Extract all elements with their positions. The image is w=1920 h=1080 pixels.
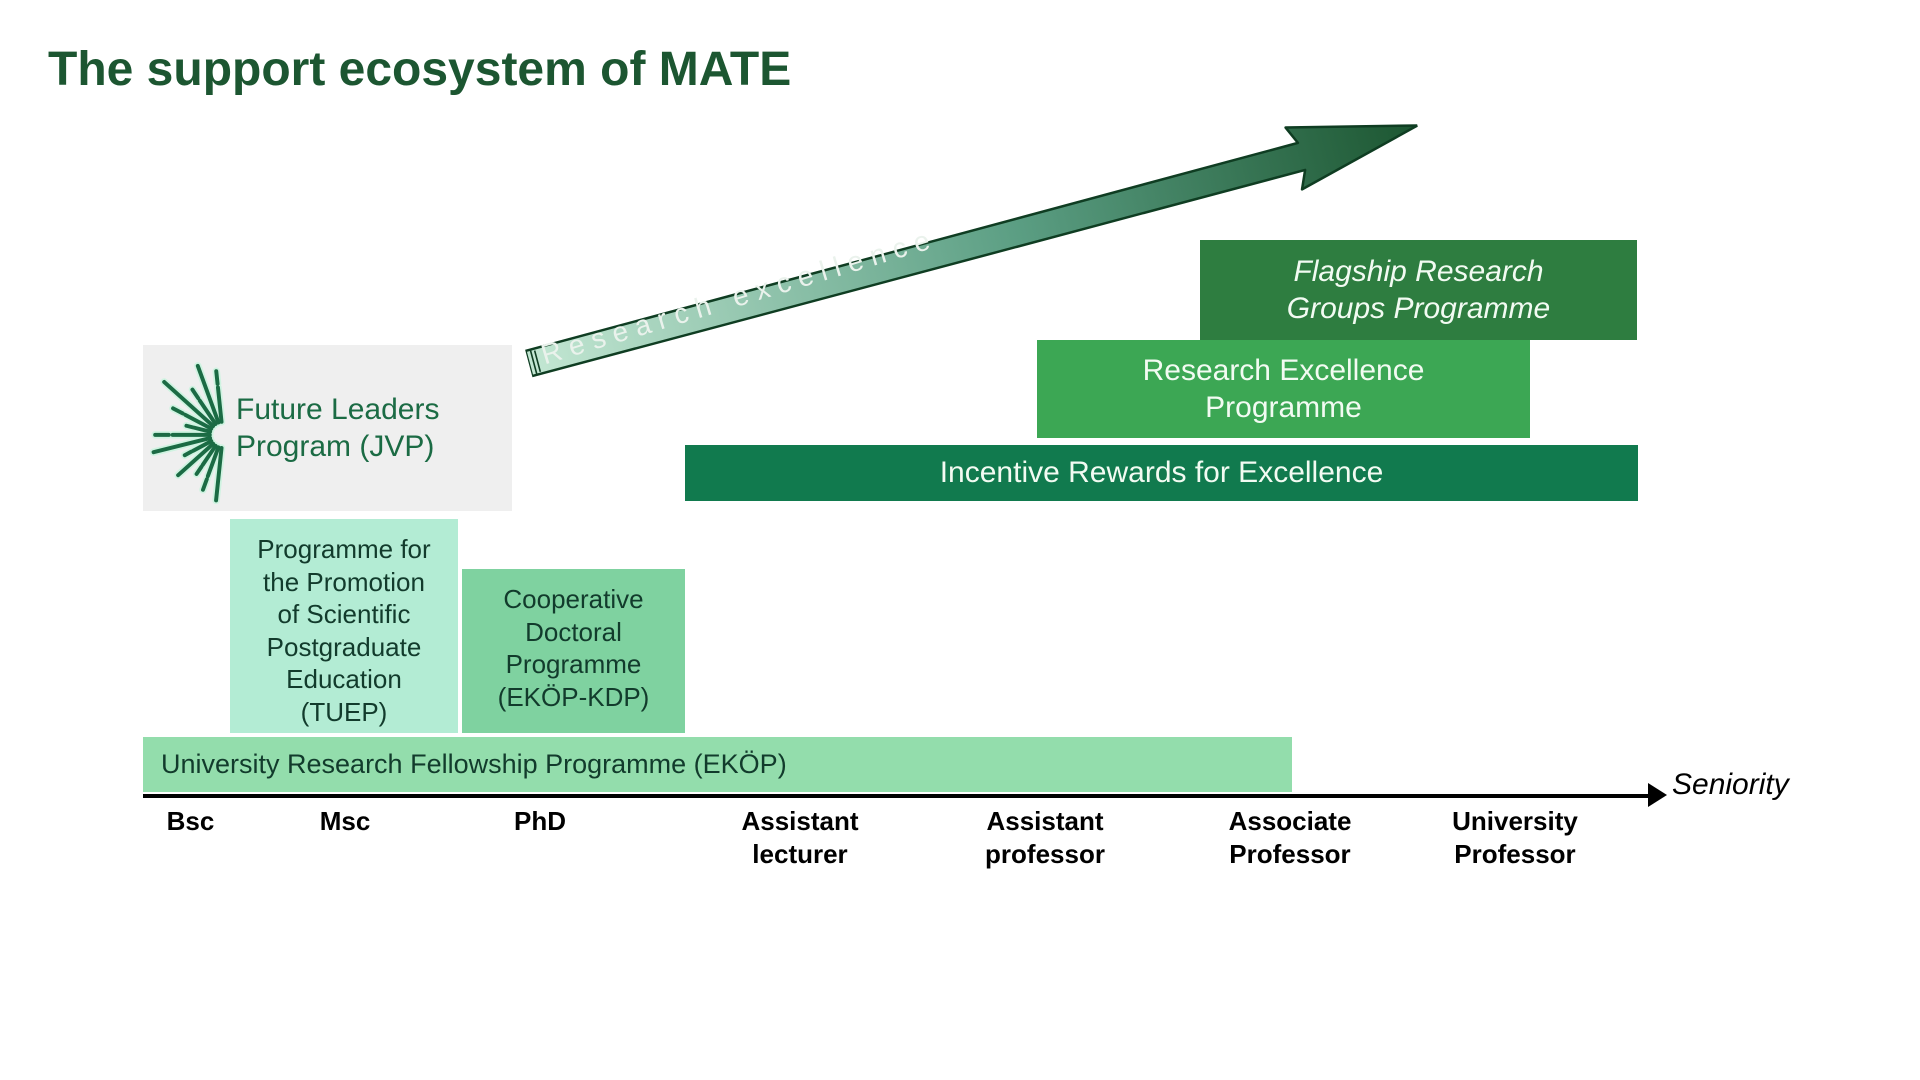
- svg-text:Research excellence: Research excellence: [534, 221, 944, 370]
